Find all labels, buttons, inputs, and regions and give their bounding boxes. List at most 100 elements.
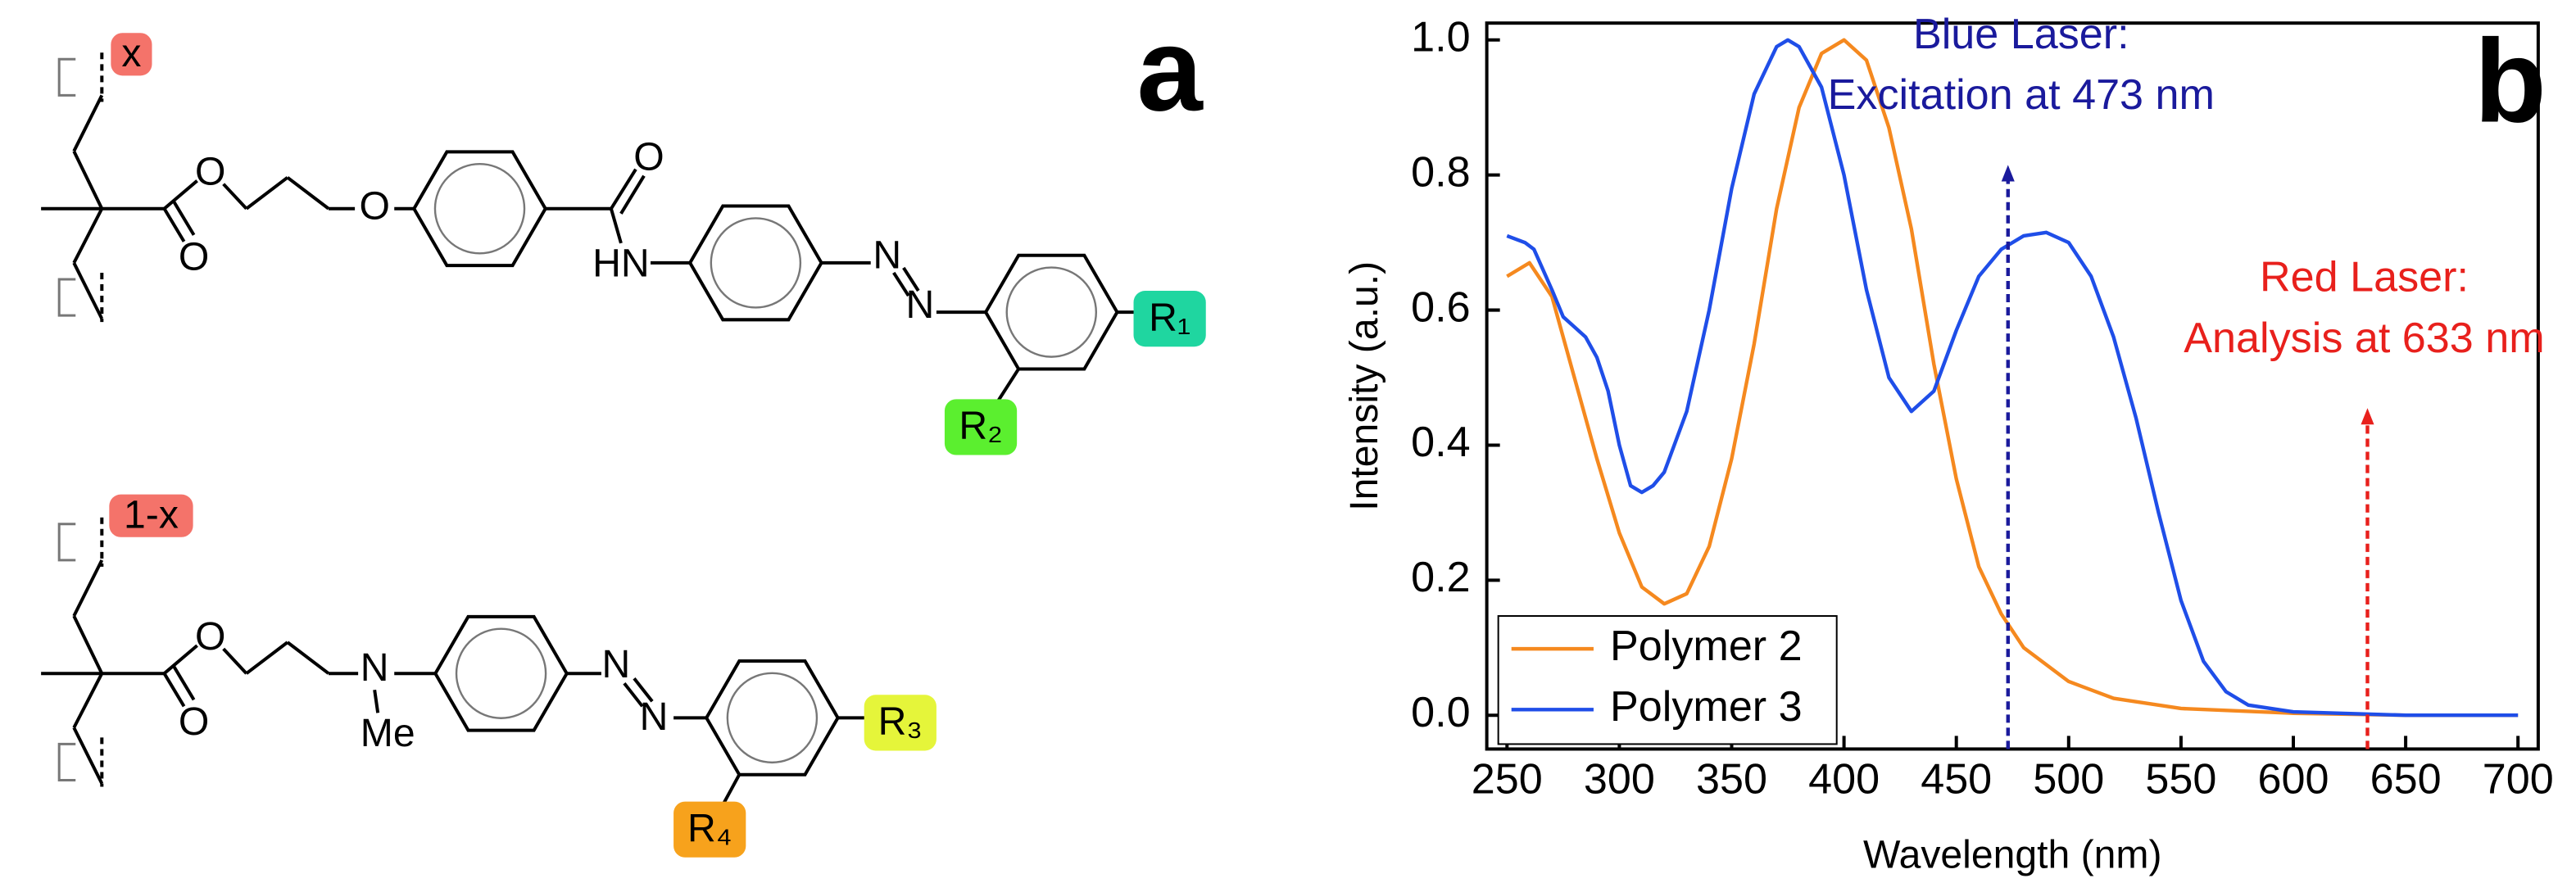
bond bbox=[286, 176, 330, 211]
bond bbox=[163, 644, 198, 675]
panel-label: b bbox=[2474, 15, 2547, 147]
plot-frame bbox=[1485, 21, 2540, 751]
bond bbox=[619, 174, 646, 215]
fraction-badge bbox=[109, 494, 193, 537]
x-tick-label: 250 bbox=[1472, 755, 1543, 803]
atom-label: N bbox=[602, 642, 631, 686]
bond bbox=[222, 647, 248, 675]
bond bbox=[72, 207, 104, 264]
atom-label: N bbox=[905, 283, 934, 327]
x-tick-label: 300 bbox=[1584, 755, 1655, 803]
atom-label: O bbox=[359, 183, 389, 228]
x-tick-label: 700 bbox=[2483, 755, 2554, 803]
bond bbox=[163, 179, 198, 211]
bracket bbox=[57, 742, 76, 782]
data-line bbox=[1506, 38, 2519, 718]
bond bbox=[172, 666, 196, 701]
bond bbox=[721, 773, 742, 806]
bond bbox=[72, 150, 104, 210]
bracket bbox=[57, 523, 76, 562]
aromatic-circle bbox=[455, 627, 547, 719]
aromatic-circle bbox=[433, 163, 526, 255]
y-tick-label: 0.6 bbox=[1411, 283, 1470, 331]
substituent-label: R₃ bbox=[878, 700, 923, 744]
bond bbox=[610, 168, 637, 210]
annotation-text: Red Laser: bbox=[2260, 254, 2469, 301]
aromatic-circle bbox=[726, 672, 819, 764]
bond bbox=[162, 207, 186, 242]
fraction-badge bbox=[111, 33, 152, 76]
substituent-badge bbox=[1133, 291, 1206, 347]
atom-label: O bbox=[195, 149, 225, 193]
atom-label: N bbox=[640, 695, 669, 739]
atom-label: Me bbox=[361, 711, 415, 755]
annotation-text: Analysis at 633 nm bbox=[2184, 315, 2544, 362]
bond bbox=[172, 201, 196, 236]
substituent-badge bbox=[673, 801, 746, 858]
y-tick-label: 0.0 bbox=[1411, 689, 1470, 736]
legend-box bbox=[1497, 615, 1838, 745]
y-tick-label: 1.0 bbox=[1411, 14, 1470, 61]
x-tick-label: 350 bbox=[1696, 755, 1767, 803]
fraction-label: 1-x bbox=[124, 492, 179, 537]
legend-label: Polymer 3 bbox=[1610, 683, 1803, 731]
y-tick-label: 0.4 bbox=[1411, 419, 1470, 466]
bond bbox=[72, 262, 104, 320]
annotation-text: Excitation at 473 nm bbox=[1828, 71, 2215, 119]
aromatic-circle bbox=[1005, 266, 1098, 358]
annotation-text: Blue Laser: bbox=[1913, 11, 2129, 58]
bracket bbox=[57, 278, 76, 317]
bond bbox=[72, 727, 104, 785]
bond bbox=[72, 615, 104, 675]
atom-label: N bbox=[873, 233, 901, 278]
y-tick-label: 0.8 bbox=[1411, 148, 1470, 196]
atom-label: O bbox=[195, 614, 225, 659]
benzene-ring bbox=[704, 659, 840, 777]
aromatic-circle bbox=[710, 217, 802, 309]
x-tick-label: 500 bbox=[2033, 755, 2104, 803]
x-tick-label: 550 bbox=[2145, 755, 2216, 803]
panel-label: a bbox=[1136, 3, 1204, 136]
benzene-ring bbox=[687, 204, 823, 322]
fraction-label: x bbox=[121, 31, 141, 75]
atom-label: O bbox=[179, 235, 209, 279]
data-line bbox=[1506, 38, 2519, 718]
arrow-head bbox=[2361, 408, 2374, 425]
substituent-label: R₂ bbox=[959, 404, 1002, 448]
benzene-ring bbox=[433, 614, 569, 732]
substituent-label: R₁ bbox=[1149, 296, 1190, 340]
bond bbox=[72, 672, 104, 729]
x-axis-title: Wavelength (nm) bbox=[1863, 832, 2162, 876]
atom-label: O bbox=[633, 134, 664, 179]
x-tick-label: 400 bbox=[1808, 755, 1880, 803]
bond bbox=[72, 559, 104, 617]
y-tick-label: 0.2 bbox=[1411, 554, 1470, 601]
benzene-ring bbox=[411, 150, 548, 268]
x-tick-label: 450 bbox=[1921, 755, 1992, 803]
x-tick-label: 650 bbox=[2370, 755, 2442, 803]
substituent-badge bbox=[864, 695, 937, 751]
bond bbox=[902, 266, 920, 292]
legend-label: Polymer 2 bbox=[1610, 623, 1803, 670]
bond bbox=[623, 681, 644, 708]
x-tick-label: 600 bbox=[2258, 755, 2329, 803]
bond bbox=[162, 672, 186, 708]
bond bbox=[373, 689, 380, 713]
bracket bbox=[57, 57, 76, 97]
substituent-label: R₄ bbox=[687, 806, 732, 850]
bond bbox=[72, 94, 104, 152]
bond bbox=[286, 641, 330, 675]
atom-label: HN bbox=[592, 242, 649, 286]
bond bbox=[245, 641, 289, 675]
bond bbox=[245, 176, 289, 211]
atom-label: N bbox=[361, 645, 389, 690]
y-axis-title: Intensity (a.u.) bbox=[1342, 261, 1386, 511]
substituent-badge bbox=[944, 399, 1018, 455]
benzene-ring bbox=[983, 253, 1119, 371]
atom-label: O bbox=[179, 700, 209, 744]
bond bbox=[222, 183, 248, 211]
arrow-head bbox=[2001, 165, 2015, 182]
bond bbox=[609, 208, 623, 244]
